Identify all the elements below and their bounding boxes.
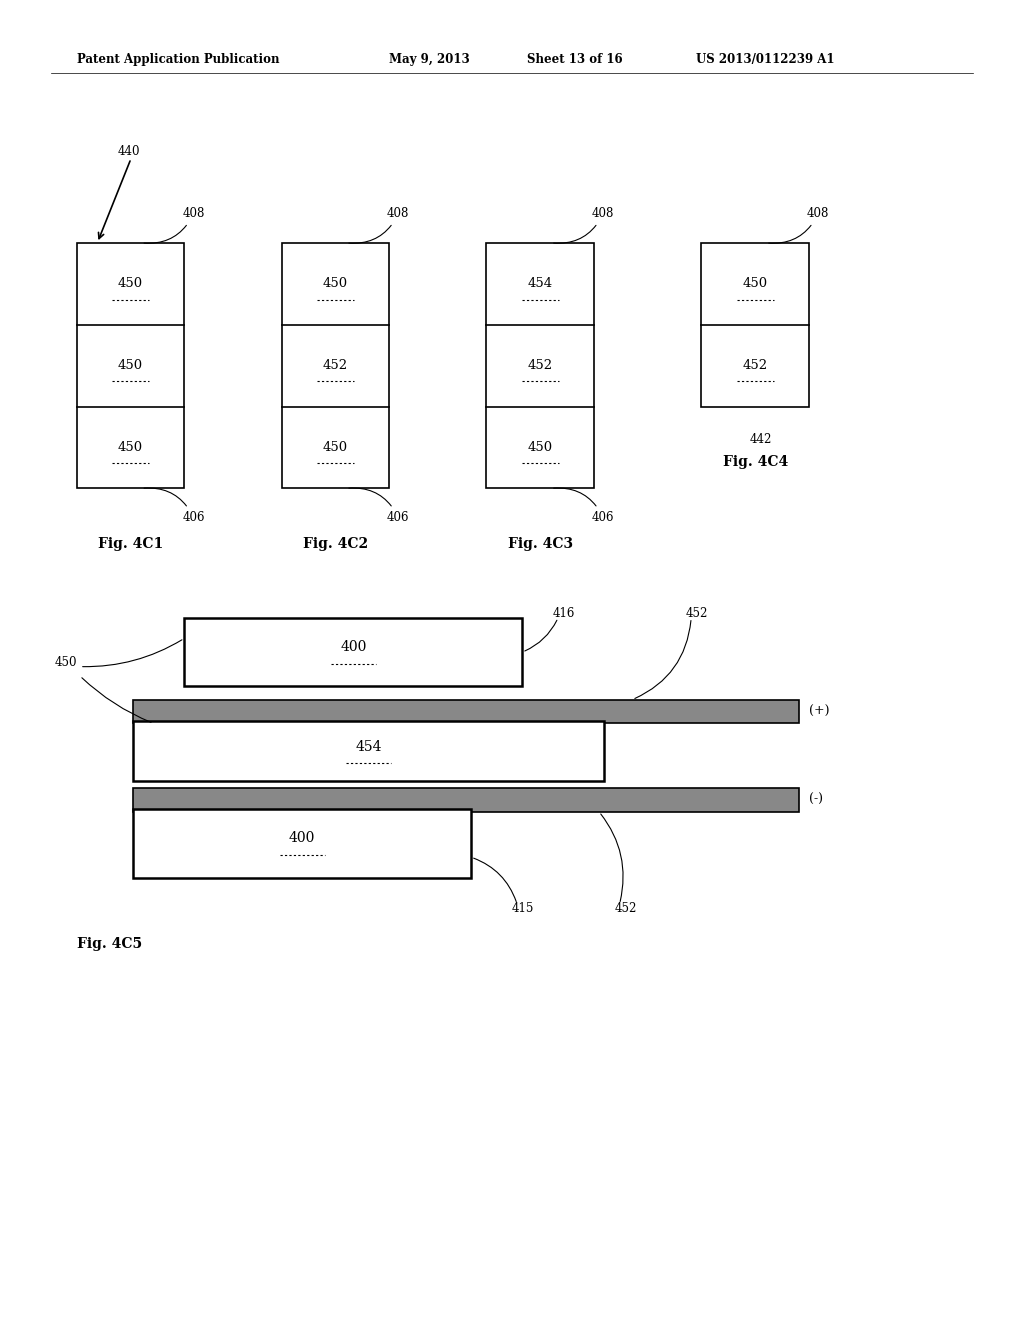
Text: 406: 406: [144, 488, 205, 524]
Text: 442: 442: [750, 433, 771, 446]
Bar: [486, 243, 594, 488]
Text: 450: 450: [118, 277, 143, 290]
Text: Fig. 4C1: Fig. 4C1: [98, 537, 163, 550]
Text: 408: 408: [769, 207, 829, 243]
Text: Fig. 4C5: Fig. 4C5: [77, 937, 142, 950]
Bar: [133, 788, 799, 812]
Text: 450: 450: [118, 441, 143, 454]
Text: (-): (-): [809, 793, 823, 807]
Text: 454: 454: [355, 741, 382, 754]
Bar: [133, 700, 799, 723]
Text: (+): (+): [809, 705, 829, 718]
Text: 452: 452: [614, 902, 637, 915]
Text: 400: 400: [289, 832, 315, 845]
Text: 454: 454: [527, 277, 553, 290]
Text: Patent Application Publication: Patent Application Publication: [77, 53, 280, 66]
Text: Fig. 4C3: Fig. 4C3: [508, 537, 572, 550]
Text: US 2013/0112239 A1: US 2013/0112239 A1: [696, 53, 835, 66]
Text: 408: 408: [349, 207, 410, 243]
Text: 452: 452: [527, 359, 553, 372]
Bar: [133, 809, 471, 878]
Bar: [282, 243, 389, 488]
Bar: [701, 243, 809, 407]
Text: 452: 452: [323, 359, 348, 372]
Text: 406: 406: [554, 488, 614, 524]
Text: 452: 452: [742, 359, 768, 372]
Text: 450: 450: [118, 359, 143, 372]
Text: Fig. 4C2: Fig. 4C2: [303, 537, 368, 550]
Bar: [184, 618, 522, 686]
Text: 416: 416: [553, 607, 575, 620]
Text: 400: 400: [340, 640, 367, 653]
Text: 408: 408: [554, 207, 614, 243]
Text: 450: 450: [527, 441, 553, 454]
Text: 408: 408: [144, 207, 205, 243]
Text: 406: 406: [349, 488, 410, 524]
Text: 440: 440: [118, 145, 140, 158]
Text: Fig. 4C4: Fig. 4C4: [723, 455, 787, 469]
Text: 450: 450: [323, 441, 348, 454]
Text: Sheet 13 of 16: Sheet 13 of 16: [527, 53, 623, 66]
Bar: [133, 721, 604, 781]
Text: 450: 450: [742, 277, 768, 290]
Text: May 9, 2013: May 9, 2013: [389, 53, 470, 66]
Text: 450: 450: [54, 656, 77, 669]
Text: 415: 415: [512, 902, 535, 915]
Text: 450: 450: [323, 277, 348, 290]
Text: 452: 452: [686, 607, 709, 620]
Bar: [77, 243, 184, 488]
